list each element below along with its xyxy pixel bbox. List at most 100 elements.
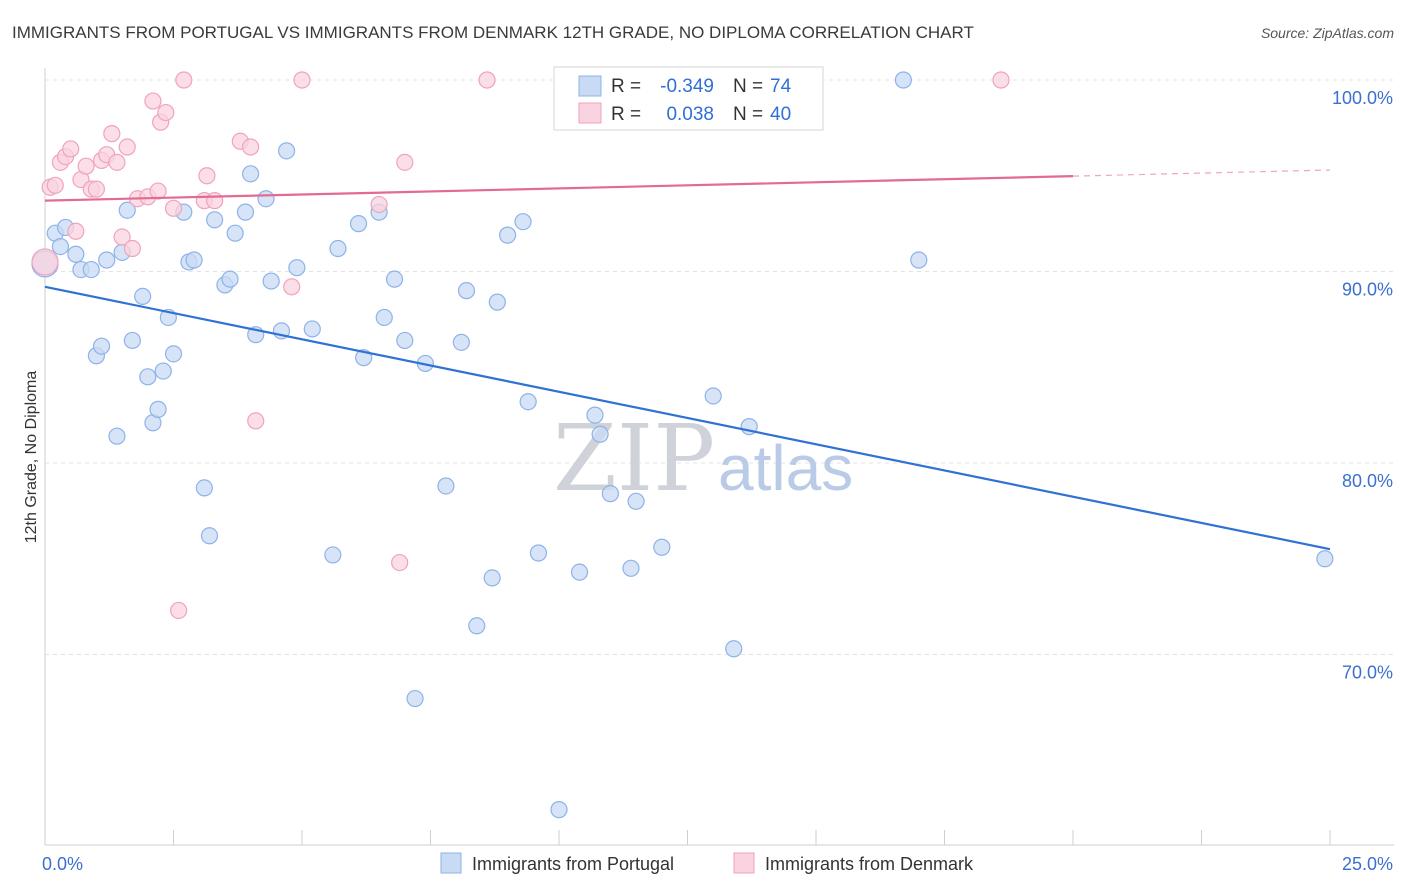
data-point[interactable] [139,368,157,386]
data-point[interactable] [483,569,501,587]
data-point[interactable] [529,544,548,562]
data-point[interactable] [206,192,224,210]
data-point[interactable] [437,477,455,495]
data-point[interactable] [247,412,265,430]
data-point[interactable] [87,180,106,198]
stats-n-value-portugal: 74 [770,76,792,97]
x-axis-tick-labels: 0.0% 25.0% [42,854,1393,874]
data-point[interactable] [627,492,645,510]
data-point[interactable] [144,92,162,110]
data-point[interactable] [457,282,476,300]
stats-r-value-denmark: 0.038 [666,104,714,125]
data-point[interactable] [894,71,912,89]
trend-line-portugal [44,285,1331,551]
data-point[interactable] [221,270,239,288]
y-tick-label: 100.0% [1332,88,1393,108]
data-point[interactable] [277,142,296,160]
data-point[interactable] [992,71,1010,89]
data-point[interactable] [293,71,311,89]
data-point[interactable] [329,239,347,258]
data-point[interactable] [170,601,188,620]
data-point[interactable] [601,485,620,503]
data-point[interactable] [370,195,388,214]
legend-item-denmark[interactable]: Immigrants from Denmark [733,852,974,874]
data-point[interactable] [164,199,183,217]
data-point[interactable] [123,239,141,258]
data-point[interactable] [488,293,506,311]
data-point[interactable] [206,211,224,229]
legend: Immigrants from Portugal Immigrants from… [440,852,974,874]
data-point[interactable] [67,222,85,240]
data-point[interactable] [236,203,255,221]
y-tick-label: 80.0% [1342,471,1393,491]
data-point[interactable] [92,337,111,355]
data-point[interactable] [550,801,568,819]
data-point[interactable] [478,71,496,89]
data-point[interactable] [468,617,486,635]
data-point[interactable] [149,182,167,200]
data-point[interactable] [108,153,126,171]
trend-line-denmark [44,175,1074,202]
data-point[interactable] [391,553,409,572]
stats-swatch-denmark [578,102,602,124]
legend-label-portugal: Immigrants from Portugal [472,854,674,874]
data-point[interactable] [396,331,414,350]
data-point[interactable] [46,176,64,194]
data-point[interactable] [288,259,306,277]
data-point[interactable] [62,140,80,158]
data-point[interactable] [385,270,404,288]
data-point[interactable] [175,71,193,89]
data-point[interactable] [242,138,260,156]
data-point[interactable] [283,278,301,296]
data-point[interactable] [704,387,722,405]
data-point[interactable] [349,215,368,233]
data-point[interactable] [113,228,131,246]
data-point[interactable] [262,272,280,290]
data-point[interactable] [514,213,532,231]
data-point[interactable] [396,153,414,171]
data-point[interactable] [118,138,136,156]
data-point[interactable] [82,260,100,279]
data-point[interactable] [586,406,604,424]
data-point[interactable] [622,559,640,577]
data-point[interactable] [103,125,121,143]
data-point[interactable] [910,251,928,269]
data-point[interactable] [200,527,219,545]
data-point[interactable] [499,226,517,244]
y-tick-label: 90.0% [1342,280,1393,300]
stats-n-label-portugal: N = [733,76,763,97]
data-point[interactable] [242,165,260,183]
data-point[interactable] [324,546,342,564]
data-point[interactable] [198,167,216,185]
data-point[interactable] [195,479,213,497]
data-point[interactable] [154,362,172,380]
data-point[interactable] [257,190,275,208]
data-point[interactable] [1316,550,1334,568]
data-point[interactable] [108,427,126,445]
data-point[interactable] [164,345,183,363]
data-point[interactable] [303,320,321,338]
data-point[interactable] [452,333,470,351]
data-point[interactable] [149,400,167,418]
data-point[interactable] [406,689,424,708]
data-point[interactable] [77,157,95,175]
data-point[interactable] [123,331,141,350]
legend-item-portugal[interactable]: Immigrants from Portugal [440,852,674,874]
data-point[interactable] [51,238,70,256]
data-point[interactable] [570,563,589,581]
data-point[interactable] [67,245,85,263]
data-point[interactable] [185,251,203,269]
data-point[interactable] [375,308,393,327]
data-point[interactable] [134,287,152,305]
y-axis-label: 12th Grade, No Diploma [23,371,40,544]
data-point[interactable] [118,201,136,219]
legend-swatch-portugal [440,852,462,874]
data-point[interactable] [725,640,743,658]
data-point[interactable] [226,224,244,242]
data-point[interactable] [653,538,671,556]
data-point[interactable] [519,393,537,411]
data-point[interactable] [591,425,609,443]
data-point[interactable] [31,248,59,276]
data-point[interactable] [157,103,175,122]
data-point[interactable] [98,251,116,269]
